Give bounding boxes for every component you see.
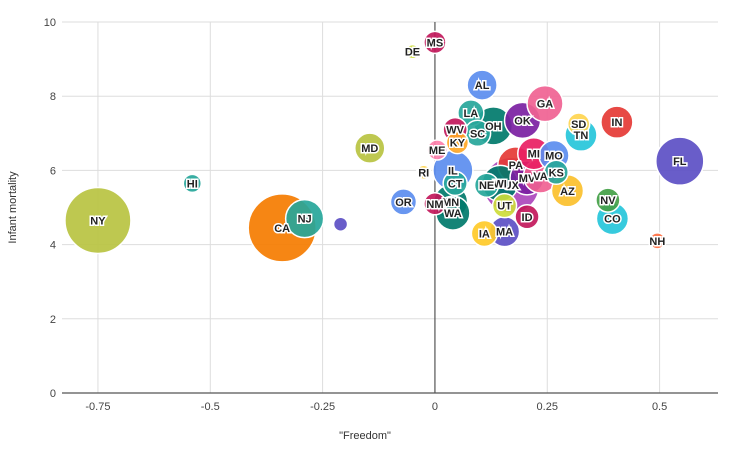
bubble-label: CT [448, 178, 463, 190]
bubble-point [466, 69, 498, 101]
bubble-label: RI [418, 167, 429, 179]
bubble-label: CA [274, 223, 290, 235]
bubble-label: NE [479, 180, 494, 192]
bubble-label: GA [537, 99, 554, 111]
bubble-label: MD [361, 143, 378, 155]
bubble-point [423, 192, 447, 216]
x-tick-label: -0.25 [310, 401, 335, 413]
bubble-point [415, 164, 432, 181]
bubble-label: OH [485, 121, 502, 133]
x-tick-label: 0.25 [537, 401, 558, 413]
bubble-label: NY [90, 215, 106, 227]
bubble-point [648, 232, 667, 250]
bubble-label: NM [426, 199, 443, 211]
bubble-point [526, 84, 564, 123]
y-tick-label: 10 [44, 17, 56, 29]
bubble-label: NV [600, 195, 616, 207]
x-tick-label: -0.75 [85, 401, 110, 413]
bubble-label: AZ [560, 186, 575, 198]
y-tick-label: 6 [50, 165, 56, 177]
bubble-label: IA [479, 228, 490, 240]
bubble-point [182, 173, 203, 194]
bubble-point [445, 130, 470, 155]
bubble-label: MI [528, 149, 540, 161]
bubble-point [284, 198, 325, 239]
y-tick-label: 4 [50, 240, 56, 252]
bubble-label: HI [187, 178, 198, 190]
bubble-label: KS [549, 167, 564, 179]
bubble-point [442, 170, 468, 197]
bubble-point [491, 192, 518, 219]
bubble-label: OK [514, 115, 531, 127]
bubble-point [595, 187, 621, 213]
bubble-label: KY [450, 138, 466, 150]
x-axis-label: "Freedom" [339, 430, 391, 442]
bubble-label: MO [545, 151, 563, 163]
bubble-label: MA [496, 227, 513, 239]
bubble-label: AL [475, 80, 490, 92]
x-tick-label: 0 [432, 401, 438, 413]
bubble-point [332, 216, 349, 232]
bubble-point [514, 204, 540, 230]
y-tick-label: 8 [50, 91, 56, 103]
bubble-label: IL [448, 165, 458, 177]
bubble-label: ME [429, 145, 446, 157]
bubble-label: FL [673, 156, 687, 168]
bubble-label: DE [405, 47, 420, 59]
bubble-point [426, 139, 448, 161]
bubble-label: SD [571, 119, 586, 131]
bubble-label: UT [497, 201, 512, 213]
bubble-label: VA [533, 171, 548, 183]
bubble-point [404, 43, 421, 60]
bubble-label: UX [504, 180, 520, 192]
bubble-label: TN [574, 130, 589, 142]
bubble-label: MS [427, 37, 444, 49]
bubble-label: MV [519, 173, 536, 185]
bubble-label: PA [509, 160, 524, 172]
bubble-label: OR [395, 197, 412, 209]
bubble-label: SC [470, 128, 485, 140]
y-axis-label: Infant mortality [7, 171, 19, 244]
y-tick-label: 0 [50, 388, 56, 400]
bubble-point [543, 159, 569, 186]
bubble-point [470, 219, 499, 248]
bubble-label: NH [649, 236, 665, 248]
bubble-label: WI [493, 178, 506, 190]
bubble-point [655, 136, 705, 186]
bubble-label: IN [611, 117, 622, 129]
bubble-label: WA [444, 208, 462, 220]
bubble-label: WV [446, 125, 464, 137]
bubble-point [64, 186, 132, 255]
bubble-point [389, 188, 418, 216]
bubble-point [354, 132, 386, 164]
bubble-label: NJ [298, 214, 312, 226]
bubble-point [423, 30, 447, 55]
bubble-label: CO [604, 214, 621, 226]
bubble-label: LA [464, 108, 479, 120]
bubble-point [566, 112, 591, 136]
x-tick-label: -0.5 [201, 401, 220, 413]
tick-labels: 0 2 4 6 8 10 -0.75 -0.5 -0.25 0 0.25 0.5 [44, 17, 667, 413]
bubble-label: ID [522, 212, 533, 224]
bubble-label: MN [442, 197, 459, 209]
bubble-point [600, 105, 634, 139]
x-tick-label: 0.5 [652, 401, 667, 413]
bubble-point [473, 172, 500, 198]
y-tick-label: 2 [50, 314, 56, 326]
